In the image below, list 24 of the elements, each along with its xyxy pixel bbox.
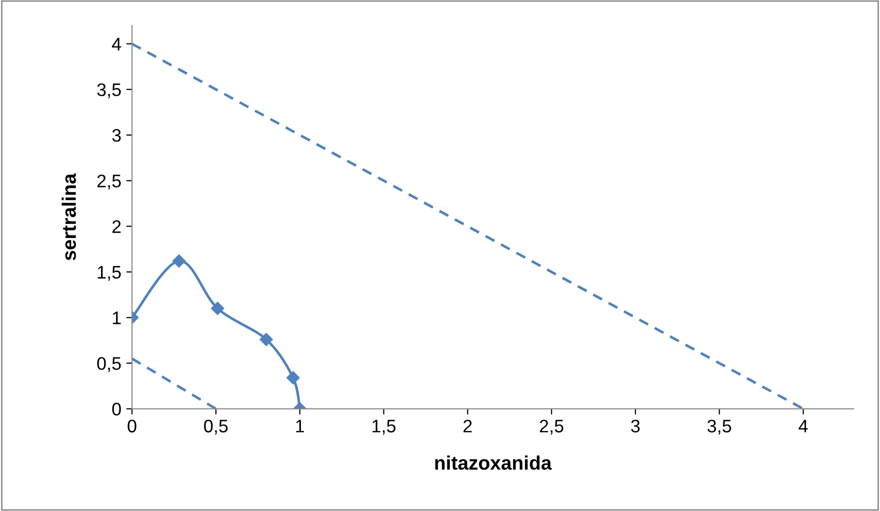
x-tick-label: 1,5	[372, 420, 396, 435]
x-tick-label: 1	[296, 420, 304, 432]
y-tick-label: 4	[112, 38, 122, 50]
y-tick-label: 3	[112, 128, 121, 142]
x-axis-title: nitazoxanida	[435, 455, 552, 470]
y-tick-label: 1	[112, 312, 121, 324]
x-tick-label: 3	[631, 420, 640, 432]
x-tick-label: 2	[464, 420, 472, 432]
y-tick-label: 1,5	[98, 266, 121, 281]
point	[210, 302, 224, 316]
x-tick-label: 3,5	[707, 420, 732, 435]
y-tick-label: 2,5	[97, 174, 121, 190]
y-axis-title: sertralina	[62, 173, 76, 260]
point	[172, 254, 186, 268]
point	[286, 371, 300, 384]
x-tick-label: 0	[128, 420, 136, 432]
y-tick-label: 2	[112, 220, 121, 233]
y-tick-label: 0,5	[97, 357, 121, 372]
y-tick-label: 0	[112, 402, 121, 416]
point	[260, 332, 273, 346]
y-tick-label: 3,5	[97, 83, 121, 98]
x-tick-label: 4	[798, 420, 808, 432]
x-tick-label: 2,5	[540, 420, 564, 435]
x-tick-label: 0,5	[204, 420, 228, 435]
